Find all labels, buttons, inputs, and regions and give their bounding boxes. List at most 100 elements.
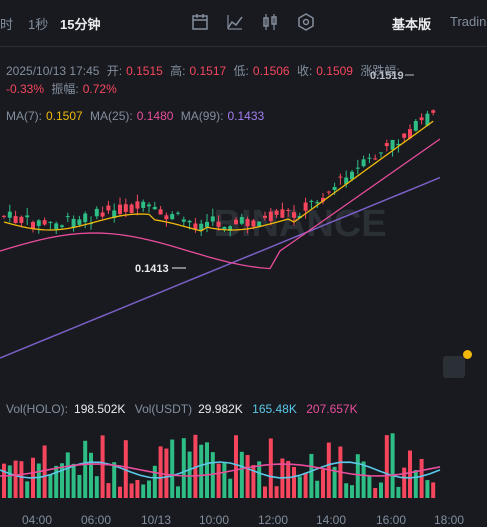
interval-hour[interactable]: 时: [0, 17, 14, 32]
volume-bar: [147, 480, 151, 498]
chart-side-button[interactable]: [443, 356, 465, 378]
volume-bar: [135, 479, 140, 498]
vol-ma1-value: 165.48K: [252, 402, 297, 416]
time-tick: 06:00: [81, 513, 112, 527]
volume-bar: [7, 465, 12, 498]
volume-bar: [94, 476, 99, 498]
volume-bar: [141, 484, 146, 498]
volume-bar: [193, 434, 198, 498]
volume-bar: [83, 440, 88, 498]
time-tick: 16:00: [376, 513, 407, 527]
volume-bar: [210, 452, 215, 498]
candle-body: [390, 139, 395, 150]
candle-body: [239, 217, 244, 224]
candle-body: [344, 177, 349, 185]
volume-bar: [309, 453, 314, 498]
candle-body: [309, 200, 314, 202]
candle-body: [100, 212, 105, 217]
candle-body: [425, 113, 430, 126]
interval-1s[interactable]: 1秒: [28, 17, 49, 32]
close-label: 收:: [296, 64, 313, 78]
chart-toolbar: 时 1秒 15分钟 基本版 Tradin: [0, 0, 487, 47]
candle-body: [65, 216, 70, 218]
volume-bar: [355, 454, 360, 498]
volume-bar: [48, 474, 53, 498]
volume-bar: [274, 486, 279, 498]
tradingview-tab[interactable]: Tradin: [450, 14, 487, 29]
basic-view-tab[interactable]: 基本版: [392, 17, 432, 32]
candle-body: [408, 129, 412, 139]
candle-body: [176, 212, 180, 214]
candle-body: [123, 204, 128, 212]
volume-bar: [54, 465, 59, 498]
calendar-icon[interactable]: [190, 12, 210, 32]
time-tick: 12:00: [258, 513, 289, 527]
candle-body: [303, 202, 308, 211]
time-tick: 10/13: [141, 513, 172, 527]
volume-bar: [118, 486, 122, 498]
candle-type-icon[interactable]: [260, 12, 280, 32]
volume-bar: [315, 480, 320, 498]
volume-bar: [292, 466, 296, 498]
candle-body: [187, 220, 192, 223]
ma7-line: [3, 120, 434, 232]
candle-body: [338, 176, 343, 178]
ma7-label: MA(7):: [6, 109, 42, 123]
volume-bar: [425, 480, 430, 498]
candle-body: [332, 186, 337, 191]
candle-body: [350, 171, 354, 180]
candle-body: [379, 152, 383, 154]
candle-body: [263, 215, 267, 218]
candle-body: [210, 216, 215, 222]
vol-ma2-value: 207.657K: [306, 402, 358, 416]
candle-body: [199, 223, 204, 231]
volume-bar: [176, 486, 180, 498]
volume-bar: [234, 435, 238, 498]
candle-body: [152, 206, 157, 210]
candle-body: [2, 215, 6, 217]
ma25-line: [0, 138, 441, 270]
notification-dot: [463, 350, 472, 359]
candle-body: [158, 209, 163, 215]
candle-body: [419, 117, 424, 121]
candle-body: [326, 191, 331, 193]
volume-bar: [251, 465, 256, 498]
time-tick: 10:00: [199, 513, 230, 527]
volume-bar: [396, 486, 401, 498]
interval-15m[interactable]: 15分钟: [60, 17, 101, 32]
volume-bar: [19, 461, 24, 498]
volume-bar: [263, 486, 267, 498]
volume-bar: [13, 460, 18, 498]
time-tick: 04:00: [22, 513, 53, 527]
vol-holo-label: Vol(HOLO):: [6, 402, 69, 416]
candle-body: [286, 209, 291, 211]
volume-bar: [216, 463, 221, 498]
candle-body: [222, 226, 227, 230]
candle-body: [36, 220, 41, 226]
volume-bar: [332, 466, 337, 498]
volume-bar: [419, 458, 424, 498]
volume-bar: [2, 463, 6, 498]
volume-bar: [170, 439, 175, 498]
candle-body: [71, 218, 76, 228]
candle-body: [315, 202, 320, 204]
candle-body: [164, 215, 169, 220]
candle-body: [147, 204, 151, 207]
volume-bar: [228, 478, 233, 498]
indicator-icon[interactable]: [225, 12, 245, 32]
volume-bar: [187, 451, 192, 498]
ma-info-line: MA(7): 0.1507 MA(25): 0.1480 MA(99): 0.1433: [6, 109, 268, 123]
candle-body: [402, 133, 407, 138]
volume-bar: [89, 452, 93, 498]
candle-body: [257, 221, 262, 227]
open-value: 0.1515: [126, 64, 163, 78]
settings-icon[interactable]: [296, 12, 316, 32]
candle-body: [373, 158, 378, 160]
volume-bar: [303, 472, 308, 498]
candle-body: [431, 110, 436, 113]
volume-bar: [408, 450, 412, 498]
volume-bar: [100, 435, 105, 498]
volume-bar: [350, 485, 354, 498]
price-chart[interactable]: BINANCE 0.1519 0.1413: [0, 46, 487, 512]
volume-bar: [123, 440, 128, 498]
